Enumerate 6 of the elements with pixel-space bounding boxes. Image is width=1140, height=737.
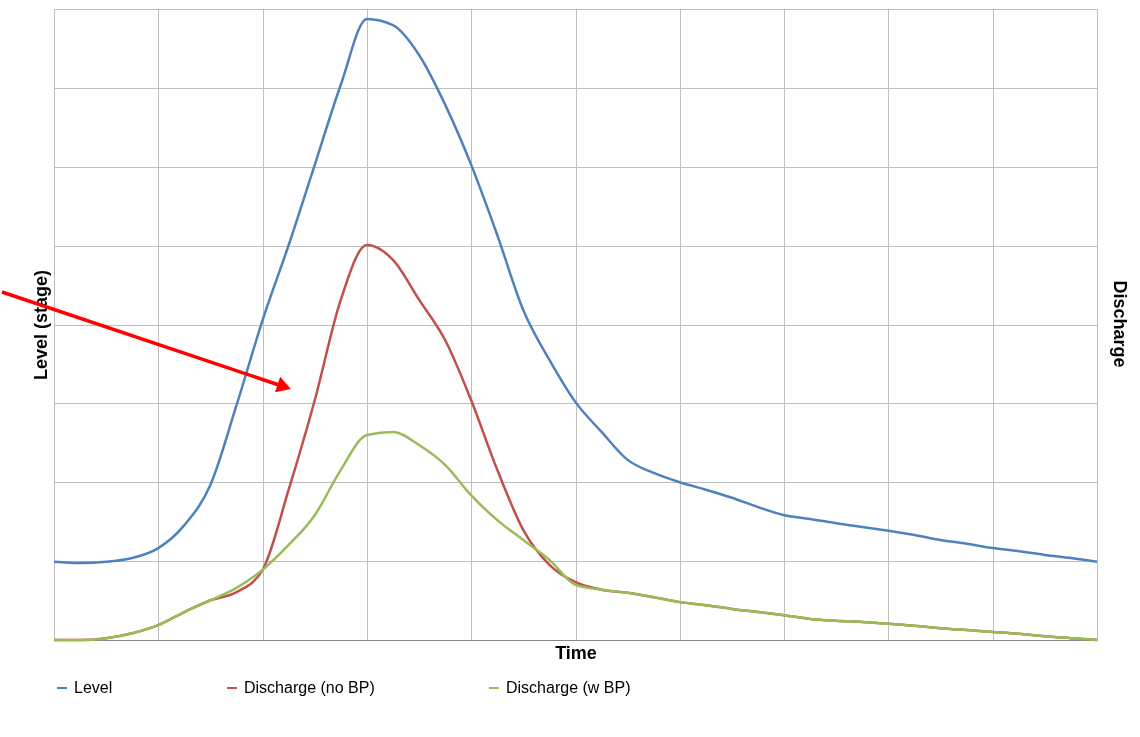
legend-label: Discharge (w BP) [506, 679, 631, 696]
y2-axis-title: Discharge [1110, 280, 1130, 368]
y-axis-title: Level (stage) [30, 269, 51, 381]
legend-label: Level [74, 679, 113, 696]
x-axis-title: Time [555, 642, 597, 663]
legend-label: Discharge (no BP) [244, 679, 375, 696]
